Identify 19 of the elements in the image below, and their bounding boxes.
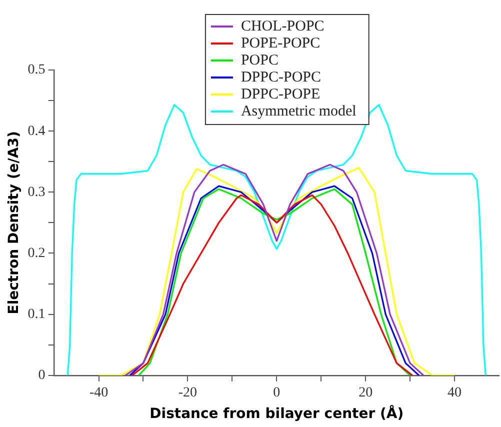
- y-tick-label: 0: [38, 368, 46, 384]
- x-tick-label: 40: [448, 385, 462, 400]
- y-tick-label: 0.2: [28, 246, 46, 261]
- y-axis-title: Electron Density (e/A3): [6, 131, 22, 314]
- legend-label: Asymmetric model: [240, 103, 356, 120]
- legend-label: CHOL-POPC: [240, 18, 324, 34]
- x-tick-label: -40: [89, 385, 108, 400]
- y-tick-label: 0.5: [28, 62, 46, 78]
- y-tick-label: 0.1: [28, 306, 46, 322]
- x-axis-title: Distance from bilayer center (Å): [150, 405, 404, 422]
- y-tick-label: 0.3: [28, 184, 46, 200]
- y-tick-label: 0.4: [28, 124, 46, 139]
- legend-label: POPE-POPC: [240, 35, 320, 52]
- x-tick-label: 20: [358, 385, 373, 400]
- legend-label: DPPC-POPE: [240, 86, 320, 102]
- x-tick-label: 0: [273, 385, 280, 400]
- legend-label: DPPC-POPC: [240, 69, 321, 86]
- x-tick-label: -20: [178, 385, 198, 400]
- legend-label: POPC: [240, 52, 278, 68]
